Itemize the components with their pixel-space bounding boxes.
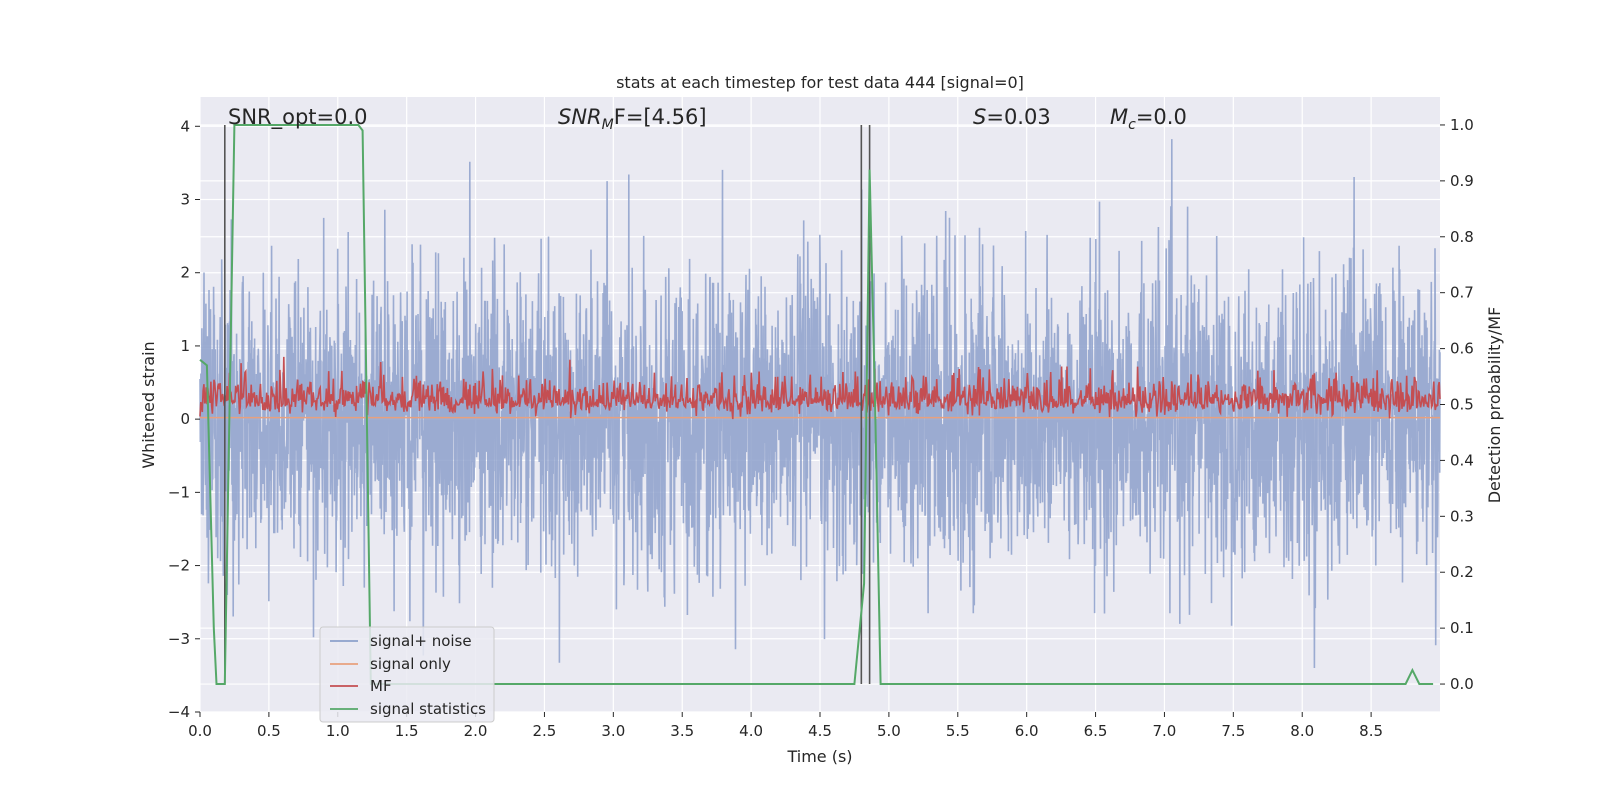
y-left-tick-label: 3	[180, 191, 190, 209]
y-right-tick-label: 0.6	[1450, 340, 1474, 358]
line-mf	[199, 356, 1441, 420]
x-tick-label: 0.5	[257, 722, 281, 740]
legend-label-mf: MF	[370, 677, 392, 695]
y-left-tick-label: 2	[180, 264, 190, 282]
x-tick-label: 1.5	[395, 722, 419, 740]
y-right-tick-label: 0.8	[1450, 228, 1474, 246]
y-axis-right-ticks: 0.0 0.1 0.2 0.3 0.4 0.5 0.6 0.7 0.8 0.9 1.0	[1440, 116, 1474, 693]
y-right-tick-label: 0.9	[1450, 172, 1474, 190]
series-signal-plus-noise	[199, 139, 1441, 669]
x-tick-label: 3.0	[601, 722, 625, 740]
legend-label-signal-plus-noise: signal+ noise	[370, 632, 472, 650]
annotation-snr-mf: SNRMF=[4.56]	[558, 105, 707, 133]
legend: signal+ noise signal only MF signal stat…	[319, 626, 495, 723]
y-right-tick-label: 0.3	[1450, 507, 1474, 525]
x-tick-label: 6.0	[1015, 722, 1039, 740]
x-tick-label: 6.5	[1084, 722, 1108, 740]
y-left-tick-label: −3	[168, 630, 190, 648]
y-left-tick-label: 4	[180, 117, 190, 135]
annotation-mc: Mc=0.0	[1110, 105, 1187, 133]
y-axis-left-label: Whitened strain	[139, 341, 158, 468]
x-tick-label: 7.0	[1153, 722, 1177, 740]
legend-label-signal-statistics: signal statistics	[370, 700, 486, 718]
x-tick-label: 5.0	[877, 722, 901, 740]
x-axis-label: Time (s)	[786, 747, 852, 766]
y-axis-left-ticks: −4 −3 −2 −1 0 1 2 3 4	[168, 117, 200, 721]
x-tick-label: 1.0	[326, 722, 350, 740]
annotation-snr-opt: SNR_opt=0.0	[228, 105, 368, 130]
y-right-tick-label: 1.0	[1450, 116, 1474, 134]
legend-label-signal-only: signal only	[370, 655, 451, 673]
y-left-tick-label: −1	[168, 483, 190, 501]
x-tick-label: 3.5	[670, 722, 694, 740]
x-tick-label: 5.5	[946, 722, 970, 740]
line-signal-statistics	[199, 124, 1434, 685]
y-right-tick-label: 0.1	[1450, 619, 1474, 637]
x-tick-label: 4.0	[739, 722, 763, 740]
series-mf	[199, 356, 1441, 420]
y-right-tick-label: 0.2	[1450, 563, 1474, 581]
x-tick-label: 2.0	[464, 722, 488, 740]
y-axis-right-label: Detection probability/MF	[1485, 307, 1504, 504]
y-right-tick-label: 0.4	[1450, 451, 1474, 469]
y-left-tick-label: −2	[168, 557, 190, 575]
chart-title: stats at each timestep for test data 444…	[616, 73, 1024, 92]
y-right-tick-label: 0.0	[1450, 675, 1474, 693]
x-tick-label: 2.5	[533, 722, 557, 740]
y-left-tick-label: −4	[168, 703, 190, 721]
y-left-tick-label: 0	[180, 410, 190, 428]
y-right-tick-label: 0.5	[1450, 396, 1474, 414]
y-left-tick-label: 1	[180, 337, 190, 355]
series-signal-statistics	[199, 124, 1434, 685]
x-tick-label: 7.5	[1221, 722, 1245, 740]
x-tick-label: 8.0	[1290, 722, 1314, 740]
x-tick-label: 4.5	[808, 722, 832, 740]
x-tick-label: 8.5	[1359, 722, 1383, 740]
legend-box	[319, 626, 495, 723]
x-axis-ticks: 0.0 0.5 1.0 1.5 2.0 2.5 3.0 3.5 4.0 4.5 5.0 5.5 6.0 6…	[188, 712, 1383, 740]
y-right-tick-label: 0.7	[1450, 284, 1474, 302]
x-tick-label: 0.0	[188, 722, 212, 740]
line-signal-plus-noise	[199, 139, 1441, 669]
annotation-s: S=0.03	[973, 105, 1051, 129]
